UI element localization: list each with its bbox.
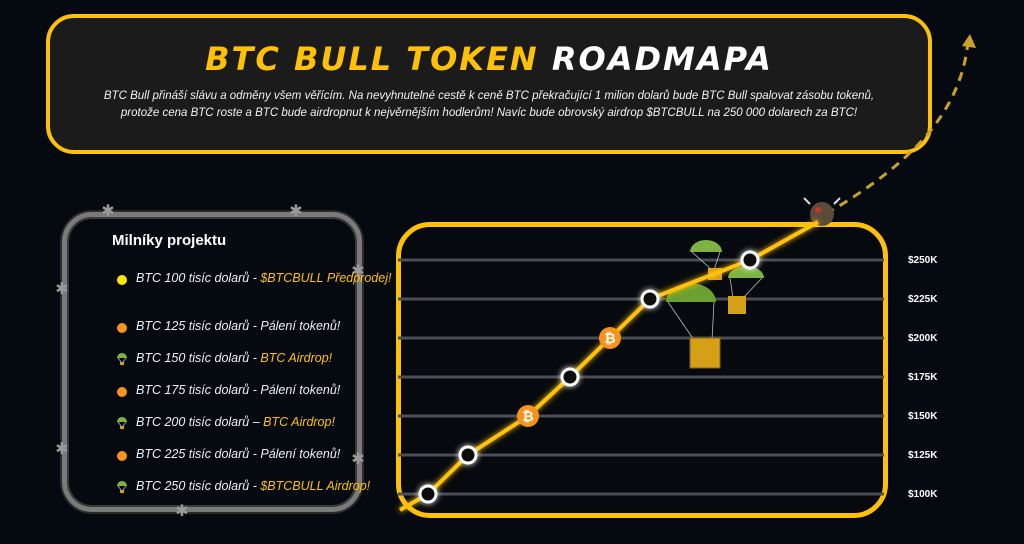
- milestone-point: [560, 367, 580, 387]
- milestone-item: BTC 175 tisíc dolarů - Pálení tokenů!: [116, 382, 406, 414]
- parachute-icon: [117, 353, 127, 365]
- milestone-item: BTC 125 tisíc dolarů - Pálení tokenů!: [116, 318, 406, 350]
- svg-text:₿: ₿: [522, 409, 533, 425]
- bitcoin-marker-icon: ₿: [517, 405, 539, 427]
- milestone-text: BTC 100 tisíc dolarů -: [136, 271, 261, 285]
- title-part-brand: BTC BULL TOKEN: [205, 40, 539, 78]
- milestone-item: BTC 225 tisíc dolarů - Pálení tokenů!: [116, 446, 406, 478]
- y-tick-label: $225K: [908, 294, 938, 305]
- orange-dot-icon: [117, 323, 127, 333]
- y-tick-label: $250K: [908, 255, 938, 266]
- milestone-item: BTC 250 tisíc dolarů - $BTCBULL Airdrop!: [116, 478, 406, 510]
- milestones-panel: ✱ ✱ ✱ ✱ ✱ ✱ ✱ Milníky projektu BTC 100 t…: [55, 204, 391, 520]
- milestones-list: BTC 100 tisíc dolarů - $BTCBULL Předprod…: [116, 270, 406, 510]
- barbed-wire-frame: [62, 212, 362, 512]
- parachute-icon: [117, 481, 127, 493]
- roadmap-header: BTC BULL TOKEN ROADMAPA BTC Bull přináší…: [46, 14, 932, 154]
- milestone-text: BTC 150 tisíc dolarů -: [136, 351, 261, 365]
- milestone-text: BTC 175 tisíc dolarů - Pálení tokenů!: [136, 383, 341, 397]
- milestones-title: Milníky projektu: [112, 232, 227, 249]
- milestone-point: [640, 289, 660, 309]
- y-tick-label: $125K: [908, 450, 938, 461]
- svg-text:₿: ₿: [604, 331, 615, 347]
- bull-mascot-icon: [803, 197, 841, 226]
- milestone-text: BTC 250 tisíc dolarů -: [136, 479, 261, 493]
- barb-icon: ✱: [175, 503, 189, 520]
- roadmap-chart-frame: [396, 222, 888, 518]
- barb-icon: ✱: [55, 281, 69, 298]
- barb-icon: ✱: [55, 441, 69, 458]
- y-tick-label: $100K: [908, 489, 938, 500]
- milestone-item: BTC 200 tisíc dolarů – BTC Airdrop!: [116, 414, 406, 446]
- intro-text: BTC Bull přináší slávu a odměny všem věř…: [103, 90, 875, 119]
- barb-icon: ✱: [289, 203, 303, 220]
- orange-dot-icon: [117, 387, 127, 397]
- milestone-text: BTC 200 tisíc dolarů –: [136, 415, 264, 429]
- milestone-text: BTC 125 tisíc dolarů - Pálení tokenů!: [136, 319, 341, 333]
- milestone-highlight: BTC Airdrop!: [263, 415, 335, 429]
- milestone-point: [740, 250, 760, 270]
- orange-dot-icon: [117, 451, 127, 461]
- y-tick-label: $150K: [908, 411, 938, 422]
- y-tick-label: $175K: [908, 372, 938, 383]
- milestone-text: BTC 225 tisíc dolarů - Pálení tokenů!: [136, 447, 341, 461]
- milestone-point: [418, 484, 438, 504]
- milestone-highlight: $BTCBULL Airdrop!: [260, 479, 371, 493]
- milestone-highlight: BTC Airdrop!: [260, 351, 333, 365]
- milestone-item: BTC 150 tisíc dolarů - BTC Airdrop!: [116, 350, 406, 382]
- milestone-item: BTC 100 tisíc dolarů - $BTCBULL Předprod…: [116, 270, 406, 318]
- yellow-dot-icon: [117, 275, 127, 285]
- milestone-point: [458, 445, 478, 465]
- title-part-roadmap: ROADMAPA: [551, 40, 773, 78]
- parachute-icon: [117, 417, 127, 429]
- milestone-highlight: $BTCBULL Předprodej!: [260, 271, 392, 285]
- barb-icon: ✱: [351, 451, 365, 468]
- y-tick-label: $200K: [908, 333, 938, 344]
- bitcoin-marker-icon: ₿: [599, 327, 621, 349]
- barb-icon: ✱: [351, 263, 365, 280]
- barb-icon: ✱: [101, 203, 115, 220]
- page-title: BTC BULL TOKEN ROADMAPA: [50, 40, 928, 78]
- parachute-crates-icon: [666, 240, 764, 369]
